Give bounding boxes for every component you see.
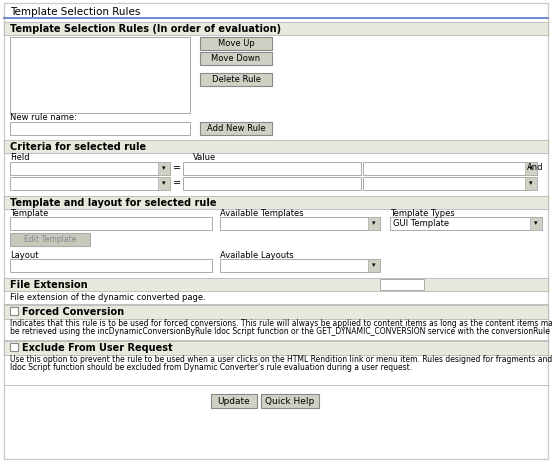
- Bar: [10, 37, 190, 113]
- Text: =: =: [173, 178, 181, 188]
- Bar: [4, 196, 548, 209]
- Bar: [530, 217, 542, 230]
- Bar: [10, 217, 212, 230]
- Text: File Extension: File Extension: [10, 280, 88, 290]
- Bar: [4, 22, 548, 35]
- Text: ▾: ▾: [162, 181, 166, 187]
- Text: New rule name:: New rule name:: [10, 114, 77, 122]
- Bar: [525, 177, 537, 190]
- Bar: [4, 305, 548, 319]
- Text: Quick Help: Quick Help: [266, 396, 315, 406]
- Text: Update: Update: [217, 396, 251, 406]
- Text: ▾: ▾: [162, 165, 166, 171]
- Bar: [10, 343, 18, 351]
- Text: Criteria for selected rule: Criteria for selected rule: [10, 141, 146, 152]
- Text: Field: Field: [10, 153, 30, 163]
- Text: ▾: ▾: [529, 165, 533, 171]
- Bar: [10, 233, 90, 246]
- Bar: [10, 122, 190, 135]
- Bar: [211, 394, 257, 408]
- Bar: [200, 37, 272, 50]
- Text: Move Down: Move Down: [211, 54, 261, 63]
- Text: Available Templates: Available Templates: [220, 208, 304, 218]
- Text: Indicates that this rule is to be used for forced conversions. This rule will al: Indicates that this rule is to be used f…: [10, 318, 552, 328]
- Bar: [220, 259, 380, 272]
- Bar: [4, 278, 548, 291]
- Text: Template Types: Template Types: [390, 208, 455, 218]
- Text: Forced Conversion: Forced Conversion: [22, 307, 124, 317]
- Text: Template and layout for selected rule: Template and layout for selected rule: [10, 197, 216, 207]
- Text: Value: Value: [193, 153, 216, 163]
- Bar: [158, 162, 170, 175]
- Text: Add New Rule: Add New Rule: [206, 124, 266, 133]
- Text: ▾: ▾: [529, 181, 533, 187]
- Text: ▾: ▾: [534, 220, 538, 226]
- Bar: [261, 394, 319, 408]
- Text: File extension of the dynamic converted page.: File extension of the dynamic converted …: [10, 292, 206, 302]
- Bar: [220, 217, 380, 230]
- Text: Available Layouts: Available Layouts: [220, 250, 294, 260]
- Bar: [368, 259, 380, 272]
- Text: Edit Template: Edit Template: [24, 235, 76, 244]
- Bar: [183, 162, 361, 175]
- Bar: [368, 217, 380, 230]
- Text: be retrieved using the incDynamicConversionByRule Idoc Script function or the GE: be retrieved using the incDynamicConvers…: [10, 328, 552, 336]
- Text: Exclude From User Request: Exclude From User Request: [22, 343, 173, 353]
- Text: =: =: [173, 163, 181, 173]
- Bar: [158, 177, 170, 190]
- Text: Layout: Layout: [10, 250, 39, 260]
- Bar: [380, 279, 424, 290]
- Text: Template Selection Rules: Template Selection Rules: [10, 7, 140, 17]
- Text: Template Selection Rules (In order of evaluation): Template Selection Rules (In order of ev…: [10, 24, 281, 34]
- Bar: [200, 122, 272, 135]
- Text: ▾: ▾: [372, 262, 376, 268]
- Bar: [4, 140, 548, 153]
- Bar: [390, 217, 542, 230]
- Bar: [10, 307, 18, 315]
- Text: ▾: ▾: [372, 220, 376, 226]
- Text: Delete Rule: Delete Rule: [211, 75, 261, 84]
- Bar: [10, 177, 170, 190]
- Bar: [363, 162, 537, 175]
- Bar: [183, 177, 361, 190]
- Bar: [200, 52, 272, 65]
- Bar: [363, 177, 537, 190]
- Text: Move Up: Move Up: [217, 39, 254, 48]
- Text: Use this option to prevent the rule to be used when a user clicks on the HTML Re: Use this option to prevent the rule to b…: [10, 354, 552, 364]
- Bar: [4, 341, 548, 355]
- Text: Idoc Script function should be excluded from Dynamic Converter's rule evaluation: Idoc Script function should be excluded …: [10, 364, 412, 372]
- Bar: [525, 162, 537, 175]
- Text: And: And: [527, 164, 543, 172]
- Bar: [10, 162, 170, 175]
- Bar: [200, 73, 272, 86]
- Bar: [10, 259, 212, 272]
- Text: GUI Template: GUI Template: [393, 219, 449, 228]
- Text: Template: Template: [10, 208, 49, 218]
